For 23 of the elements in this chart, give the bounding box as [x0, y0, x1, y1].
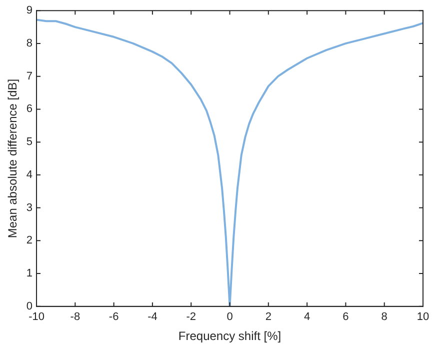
y-tick-label: 3 [26, 202, 33, 214]
x-tick-label: 0 [226, 311, 233, 324]
x-tick-label: 4 [304, 311, 310, 324]
x-tick-label: 10 [416, 311, 430, 324]
x-tick-label: -10 [28, 311, 44, 324]
y-axis-title: Mean absolute difference [dB] [6, 78, 20, 238]
y-tick-label: 7 [26, 70, 33, 82]
x-axis-title: Frequency shift [%] [178, 329, 282, 344]
x-tick-label: -8 [70, 311, 80, 324]
y-tick-label: 1 [26, 268, 33, 280]
x-tick-label: 6 [342, 311, 349, 324]
y-tick-label: 5 [26, 136, 33, 148]
y-tick-label: 2 [26, 234, 33, 247]
y-tick-label: 4 [26, 168, 33, 181]
y-tick-label: 8 [26, 38, 33, 50]
x-tick-label: -2 [186, 311, 196, 324]
y-tick-label: 9 [26, 4, 33, 17]
x-tick-label: 2 [265, 311, 272, 324]
x-tick-label: -6 [108, 311, 119, 324]
y-tick-label: 6 [26, 103, 33, 116]
x-tick-label: 8 [381, 311, 388, 324]
y-tick-label: 0 [26, 300, 33, 312]
x-tick-label: -4 [148, 311, 158, 324]
